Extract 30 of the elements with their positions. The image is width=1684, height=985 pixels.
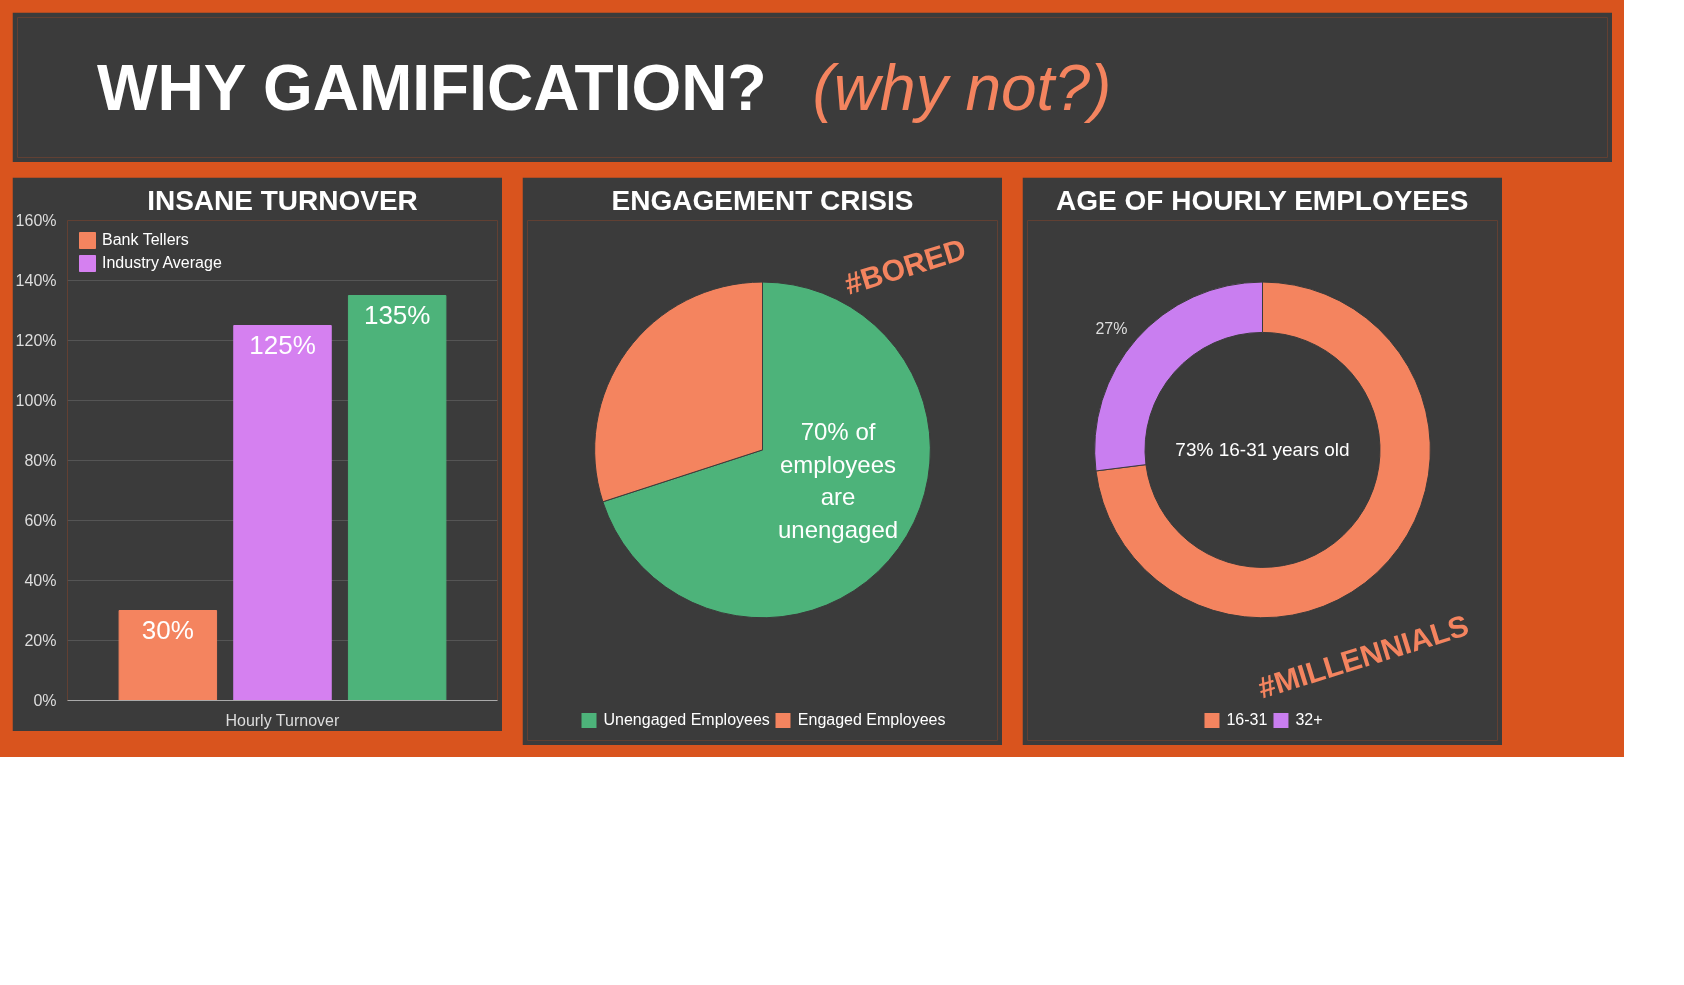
y-tick-label: 40% (24, 572, 57, 589)
y-tick-label: 100% (15, 392, 57, 409)
x-tick-label: Hourly Turnover (225, 711, 340, 729)
y-tick-label: 160% (15, 212, 57, 229)
y-tick-label: 0% (33, 692, 57, 709)
data-label: 125% (249, 329, 316, 360)
legend-label: 32+ (1295, 711, 1323, 729)
chart-title: ENGAGEMENT CRISIS (611, 184, 914, 216)
data-label: 135% (363, 299, 431, 330)
legend-label: Industry Average (102, 254, 222, 272)
legend-label: Unengaged Employees (603, 711, 770, 729)
legend-label: 16-31 (1226, 711, 1268, 729)
y-tick-label: 20% (24, 632, 57, 649)
text: WHY GAMIFICATION? (97, 51, 767, 124)
data-label: 30% (141, 614, 194, 645)
bar (347, 295, 447, 701)
chart-title: AGE OF HOURLY EMPLOYEES (1056, 184, 1469, 216)
y-tick-label: 60% (24, 512, 57, 529)
legend-label: Engaged Employees (797, 711, 946, 729)
legend-label: Bank Tellers (102, 231, 189, 249)
y-tick-label: 80% (24, 452, 57, 469)
y-tick-label: 140% (15, 272, 57, 289)
text: (why not?) (812, 51, 1112, 124)
text: 73% 16-31 years old (1175, 439, 1350, 461)
bar (233, 325, 332, 701)
chart-title: INSANE TURNOVER (147, 184, 418, 216)
text: 70% of employees are unengaged (777, 418, 899, 543)
data-label: 27% (1095, 320, 1128, 338)
y-tick-label: 120% (15, 332, 57, 349)
bar (118, 610, 218, 701)
